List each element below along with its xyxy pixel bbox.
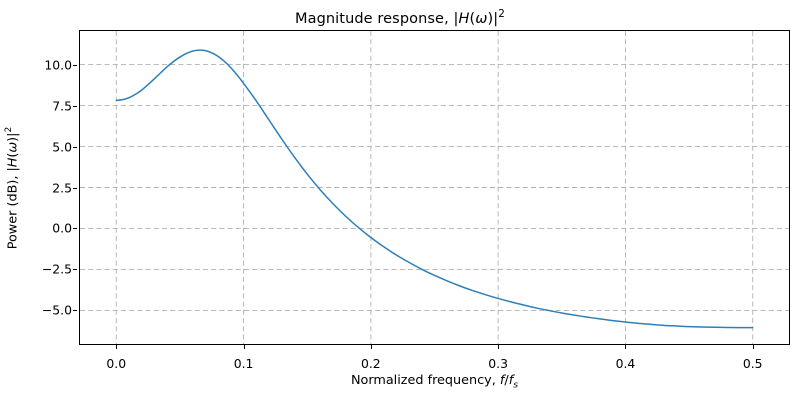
y-tick-mark [73,269,77,271]
x-tick-mark [243,345,245,349]
y-tick-label: 0.0 [52,220,72,236]
plot-svg [80,31,789,344]
x-tick-label: 0.3 [488,356,508,371]
x-tick-label: 0.5 [742,356,763,371]
y-axis-label-text: Power (dB), |H(ω)|2 [3,126,21,249]
x-tick-mark [116,345,118,349]
x-axis-label-text: Normalized frequency, f/fs [350,373,519,391]
x-tick-mark [370,345,372,349]
y-tick-mark [73,105,77,107]
x-axis-label: Normalized frequency, f/fs [79,373,790,391]
series-line-magnitude-response [115,49,754,329]
x-tick-mark [625,345,627,349]
chart-title-text: Magnitude response, |H(ω)|2 [294,8,506,27]
y-tick-mark [73,310,77,312]
y-tick-label: 7.5 [52,98,72,114]
y-tick-mark [73,228,77,230]
x-tick-label: 0.4 [615,356,636,371]
y-tick-label: −2.5 [41,261,72,277]
y-tick-mark [73,187,77,189]
x-tick-label: 0.0 [106,356,127,371]
y-axis-ticks: −5.0 −2.5 0.0 2.5 5.0 7.5 10.0 [0,30,77,345]
x-tick-mark [498,345,500,349]
x-tick-mark [752,345,754,349]
y-tick-mark [73,64,77,66]
plot-area [79,30,790,345]
chart-title: Magnitude response, |H(ω)|2 [0,8,800,27]
y-axis-label-container: Power (dB), |H(ω)|2 [0,30,24,345]
y-tick-label: 5.0 [52,139,72,155]
y-tick-mark [73,146,77,148]
y-axis-label: Power (dB), |H(ω)|2 [3,126,20,249]
x-tick-label: 0.1 [233,356,254,371]
x-axis-ticks: 0.0 0.1 0.2 0.3 0.4 0.5 [79,345,790,371]
y-tick-label: 2.5 [52,180,72,195]
x-tick-label: 0.2 [360,356,381,371]
y-tick-label: −5.0 [41,302,72,318]
y-tick-label: 10.0 [44,57,72,73]
gridlines-horizontal [80,64,789,311]
